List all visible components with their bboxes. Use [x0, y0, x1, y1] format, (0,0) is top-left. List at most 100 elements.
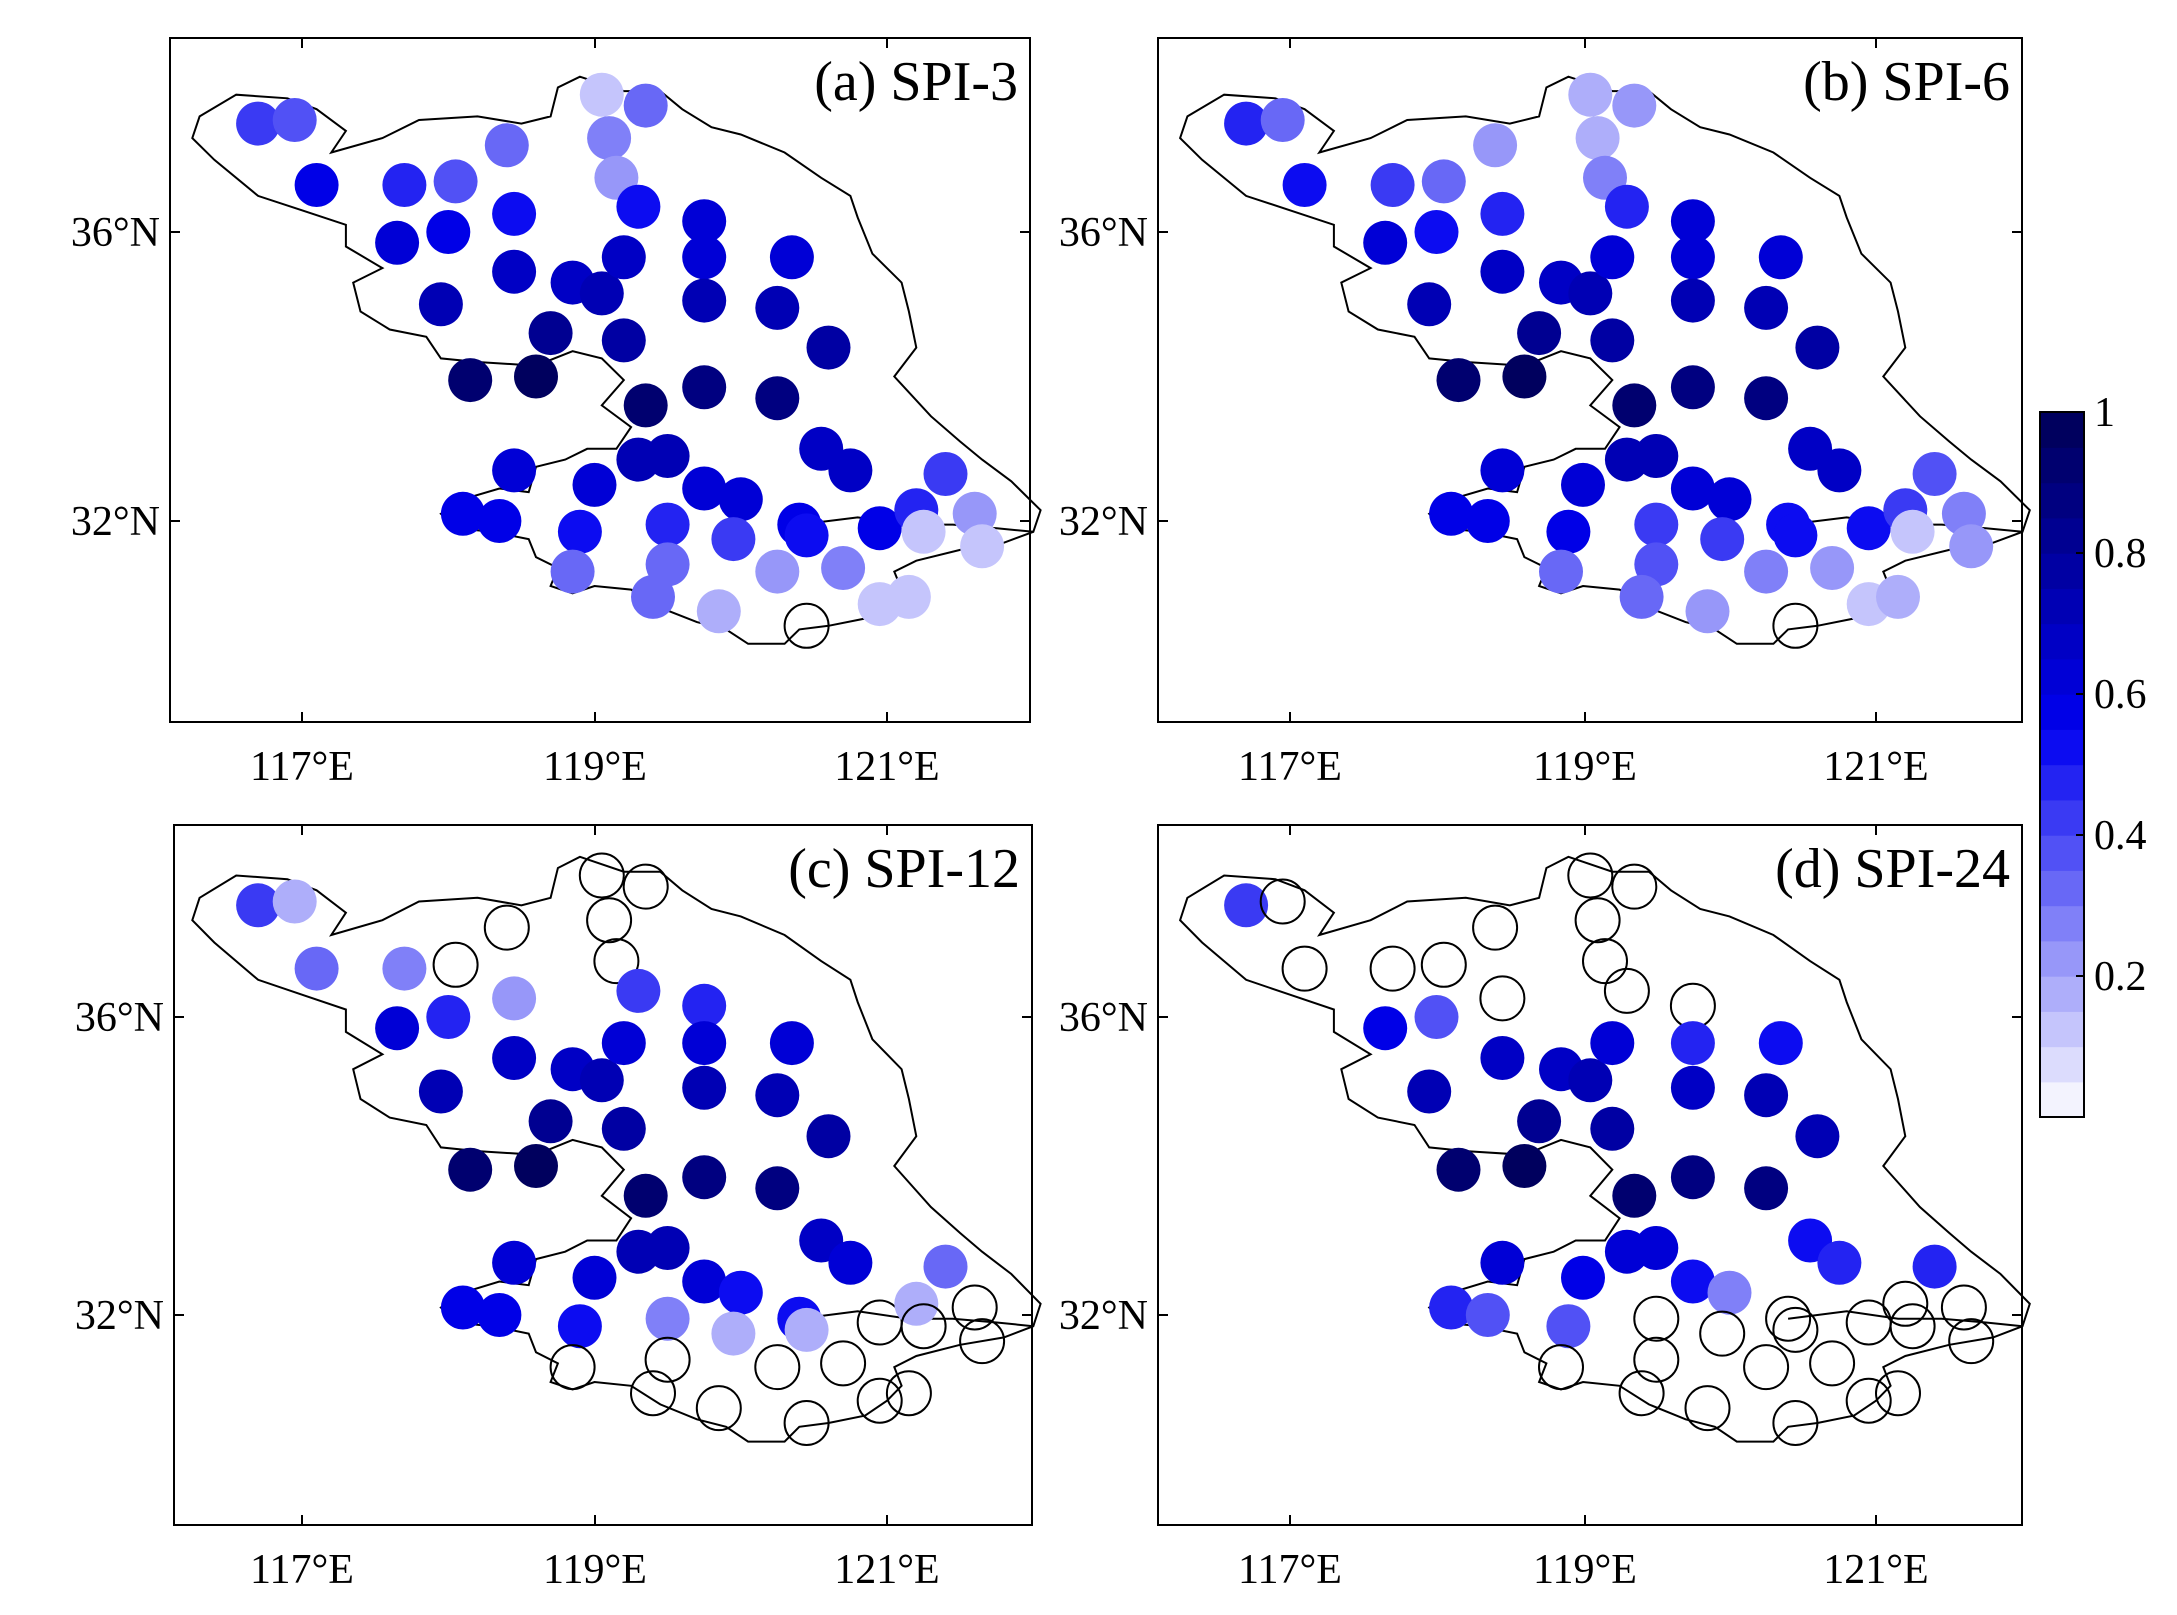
station-marker — [1912, 452, 1957, 496]
lat-tick-label: 36°N — [71, 210, 160, 256]
colorbar-level — [2040, 764, 2084, 801]
estuary-line — [1787, 1310, 2023, 1328]
lon-tick-label: 117°E — [1238, 1547, 1342, 1593]
station-marker — [492, 1240, 537, 1285]
station-marker-insignificant — [578, 852, 625, 899]
lon-tick-label: 119°E — [543, 1547, 647, 1593]
colorbar-tick-label: 0.2 — [2094, 954, 2147, 1000]
station-marker — [477, 1293, 522, 1337]
station-marker-insignificant — [754, 1344, 801, 1391]
panel-title: (b) SPI-6 — [1803, 51, 2010, 113]
station-marker — [806, 325, 851, 370]
station-marker — [1561, 462, 1605, 507]
station-marker — [1707, 477, 1752, 522]
station-marker — [1876, 574, 1920, 619]
station-marker — [550, 549, 595, 594]
station-marker — [1670, 365, 1715, 410]
station-marker — [1480, 1036, 1525, 1080]
station-marker — [1465, 499, 1510, 543]
station-marker-insignificant — [1699, 1310, 1746, 1357]
station-marker — [1590, 235, 1635, 280]
station-marker — [711, 1311, 756, 1356]
station-marker — [894, 1281, 939, 1326]
station-marker — [616, 184, 661, 229]
station-marker — [682, 983, 727, 1028]
panel-title: (a) SPI-3 — [814, 51, 1018, 113]
station-marker-insignificant — [1845, 1377, 1892, 1424]
station-marker — [645, 502, 690, 547]
station-marker — [528, 311, 573, 356]
station-marker — [426, 210, 471, 254]
station-marker — [718, 1270, 763, 1315]
station-marker — [1700, 517, 1745, 562]
station-marker — [1744, 1166, 1789, 1211]
station-marker — [375, 1006, 420, 1051]
lat-tick-label: 32°N — [75, 1293, 164, 1339]
station-marker-insignificant — [1538, 1344, 1584, 1391]
station-marker — [1612, 83, 1657, 128]
station-marker — [601, 235, 646, 280]
station-marker-insignificant — [1633, 1336, 1680, 1383]
station-marker — [1670, 1065, 1715, 1110]
station-marker — [448, 1147, 493, 1192]
station-marker-insignificant — [1809, 1340, 1856, 1387]
panel-title: (c) SPI-12 — [788, 838, 1020, 900]
station-marker — [1612, 383, 1657, 428]
colorbar-level — [2040, 1046, 2084, 1083]
station-marker — [623, 83, 668, 128]
station-marker — [601, 318, 646, 363]
station-marker — [418, 1069, 463, 1114]
lat-tick-label: 32°N — [71, 499, 160, 545]
station-marker — [433, 159, 478, 204]
station-marker — [769, 235, 814, 280]
station-marker — [1502, 354, 1547, 399]
station-marker-insignificant — [1259, 878, 1306, 925]
station-marker-insignificant — [1472, 904, 1519, 951]
lon-tick-label: 117°E — [250, 1547, 354, 1593]
colorbar-level — [2040, 976, 2084, 1012]
station-marker — [784, 1307, 829, 1352]
station-marker — [1810, 546, 1855, 590]
station-marker-insignificant — [695, 1385, 742, 1432]
station-marker — [1568, 271, 1613, 316]
station-marker — [1465, 1293, 1510, 1337]
station-marker — [1670, 1021, 1715, 1066]
station-marker — [1604, 184, 1649, 229]
station-marker — [1414, 210, 1459, 254]
station-marker — [1890, 509, 1935, 554]
station-marker — [784, 513, 829, 558]
station-marker — [572, 1255, 617, 1300]
station-marker — [1414, 995, 1459, 1039]
station-marker — [682, 1065, 727, 1110]
station-marker — [682, 1021, 727, 1066]
station-marker — [1795, 1114, 1840, 1159]
station-marker — [1758, 1021, 1803, 1066]
station-marker — [616, 968, 661, 1013]
station-marker — [769, 1021, 814, 1066]
station-marker — [1260, 98, 1305, 142]
station-marker — [1670, 278, 1715, 323]
station-marker — [1568, 1058, 1613, 1103]
station-marker — [1795, 325, 1840, 370]
lat-tick-label: 36°N — [1059, 210, 1148, 256]
station-marker — [711, 517, 756, 562]
station-marker — [857, 506, 902, 551]
colorbar-tick-label: 0.8 — [2094, 531, 2147, 577]
station-marker — [1707, 1270, 1752, 1315]
colorbar-level — [2040, 588, 2084, 625]
station-marker — [1619, 574, 1664, 619]
station-marker-insignificant — [1574, 897, 1621, 944]
station-marker — [601, 1021, 646, 1066]
colorbar-tick-label: 0.4 — [2094, 813, 2147, 859]
station-marker — [579, 72, 624, 117]
station-marker — [1224, 883, 1269, 928]
colorbar-level — [2040, 623, 2084, 660]
panel-title: (d) SPI-24 — [1775, 838, 2010, 900]
lat-tick-label: 32°N — [1059, 499, 1148, 545]
station-marker — [682, 1259, 727, 1304]
station-marker — [1224, 101, 1269, 146]
map-panel: (d) SPI-24 117°E 119°E 121°E 36°N 32°N — [1059, 824, 2031, 1593]
station-marker-insignificant — [622, 863, 669, 910]
station-marker-insignificant — [1882, 1280, 1929, 1327]
station-marker-insignificant — [1940, 1284, 1987, 1331]
